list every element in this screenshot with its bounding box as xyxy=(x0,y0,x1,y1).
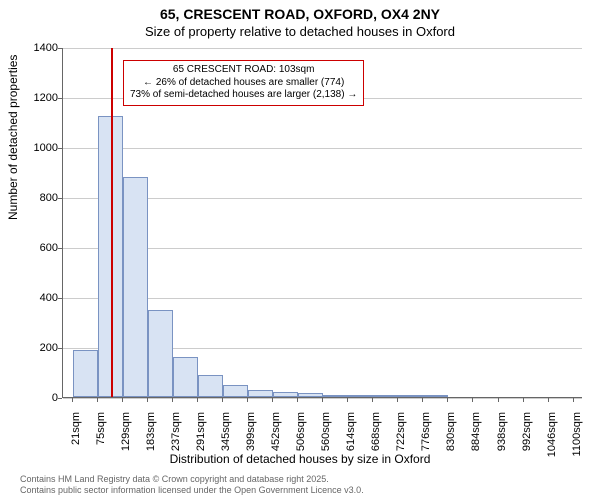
xtick-label: 183sqm xyxy=(145,412,157,472)
ytick-mark xyxy=(58,48,62,49)
histogram-bar xyxy=(373,395,398,398)
ytick-mark xyxy=(58,348,62,349)
xtick-mark xyxy=(372,398,373,402)
xtick-label: 291sqm xyxy=(195,412,207,472)
xtick-label: 237sqm xyxy=(170,412,182,472)
ytick-mark xyxy=(58,98,62,99)
xtick-mark xyxy=(147,398,148,402)
xtick-label: 722sqm xyxy=(395,412,407,472)
histogram-bar xyxy=(248,390,273,398)
histogram-bar xyxy=(173,357,198,397)
xtick-mark xyxy=(523,398,524,402)
xtick-mark xyxy=(247,398,248,402)
ytick-label: 0 xyxy=(18,392,58,404)
ytick-mark xyxy=(58,198,62,199)
xtick-mark xyxy=(322,398,323,402)
ytick-mark xyxy=(58,298,62,299)
xtick-label: 399sqm xyxy=(245,412,257,472)
histogram-bar xyxy=(323,395,348,398)
xtick-mark xyxy=(197,398,198,402)
xtick-mark xyxy=(573,398,574,402)
histogram-bar xyxy=(123,177,148,397)
gridline xyxy=(63,48,582,49)
ytick-label: 200 xyxy=(18,342,58,354)
xtick-label: 1100sqm xyxy=(571,412,583,472)
chart-subtitle: Size of property relative to detached ho… xyxy=(0,24,600,39)
histogram-bar xyxy=(148,310,173,398)
xtick-mark xyxy=(222,398,223,402)
xtick-label: 452sqm xyxy=(270,412,282,472)
xtick-mark xyxy=(272,398,273,402)
xtick-mark xyxy=(447,398,448,402)
histogram-bar xyxy=(198,375,223,398)
annotation-line: 65 CRESCENT ROAD: 103sqm xyxy=(130,64,357,77)
annotation-line: 73% of semi-detached houses are larger (… xyxy=(130,89,357,102)
xtick-label: 21sqm xyxy=(70,412,82,472)
histogram-bar xyxy=(423,395,448,397)
xtick-mark xyxy=(422,398,423,402)
indicator-line xyxy=(111,48,113,397)
ytick-label: 400 xyxy=(18,292,58,304)
xtick-label: 938sqm xyxy=(496,412,508,472)
xtick-label: 1046sqm xyxy=(546,412,558,472)
xtick-label: 884sqm xyxy=(470,412,482,472)
histogram-bar xyxy=(398,395,423,397)
ytick-label: 600 xyxy=(18,242,58,254)
chart-title: 65, CRESCENT ROAD, OXFORD, OX4 2NY xyxy=(0,6,600,22)
xtick-mark xyxy=(172,398,173,402)
ytick-mark xyxy=(58,248,62,249)
gridline xyxy=(63,148,582,149)
ytick-label: 1400 xyxy=(18,42,58,54)
ytick-label: 1200 xyxy=(18,92,58,104)
xtick-mark xyxy=(548,398,549,402)
xtick-mark xyxy=(347,398,348,402)
xtick-mark xyxy=(97,398,98,402)
ytick-label: 800 xyxy=(18,192,58,204)
xtick-mark xyxy=(297,398,298,402)
histogram-bar xyxy=(223,385,248,398)
footer-line-2: Contains public sector information licen… xyxy=(20,485,364,496)
xtick-mark xyxy=(472,398,473,402)
ytick-label: 1000 xyxy=(18,142,58,154)
histogram-bar xyxy=(73,350,98,398)
xtick-label: 830sqm xyxy=(445,412,457,472)
xtick-label: 506sqm xyxy=(295,412,307,472)
histogram-bar xyxy=(273,392,298,397)
footer-attribution: Contains HM Land Registry data © Crown c… xyxy=(20,474,364,496)
xtick-label: 992sqm xyxy=(521,412,533,472)
title-block: 65, CRESCENT ROAD, OXFORD, OX4 2NY Size … xyxy=(0,0,600,39)
xtick-label: 614sqm xyxy=(345,412,357,472)
plot-area: 65 CRESCENT ROAD: 103sqm← 26% of detache… xyxy=(62,48,582,398)
footer-line-1: Contains HM Land Registry data © Crown c… xyxy=(20,474,364,485)
xtick-label: 75sqm xyxy=(95,412,107,472)
xtick-mark xyxy=(498,398,499,402)
annotation-line: ← 26% of detached houses are smaller (77… xyxy=(130,77,357,90)
xtick-label: 560sqm xyxy=(320,412,332,472)
xtick-mark xyxy=(397,398,398,402)
histogram-bar xyxy=(348,395,373,397)
xtick-label: 129sqm xyxy=(120,412,132,472)
ytick-mark xyxy=(58,398,62,399)
xtick-label: 776sqm xyxy=(420,412,432,472)
ytick-mark xyxy=(58,148,62,149)
xtick-label: 668sqm xyxy=(370,412,382,472)
xtick-label: 345sqm xyxy=(220,412,232,472)
annotation-box: 65 CRESCENT ROAD: 103sqm← 26% of detache… xyxy=(123,60,364,106)
histogram-bar xyxy=(298,393,323,397)
xtick-mark xyxy=(122,398,123,402)
xtick-mark xyxy=(72,398,73,402)
